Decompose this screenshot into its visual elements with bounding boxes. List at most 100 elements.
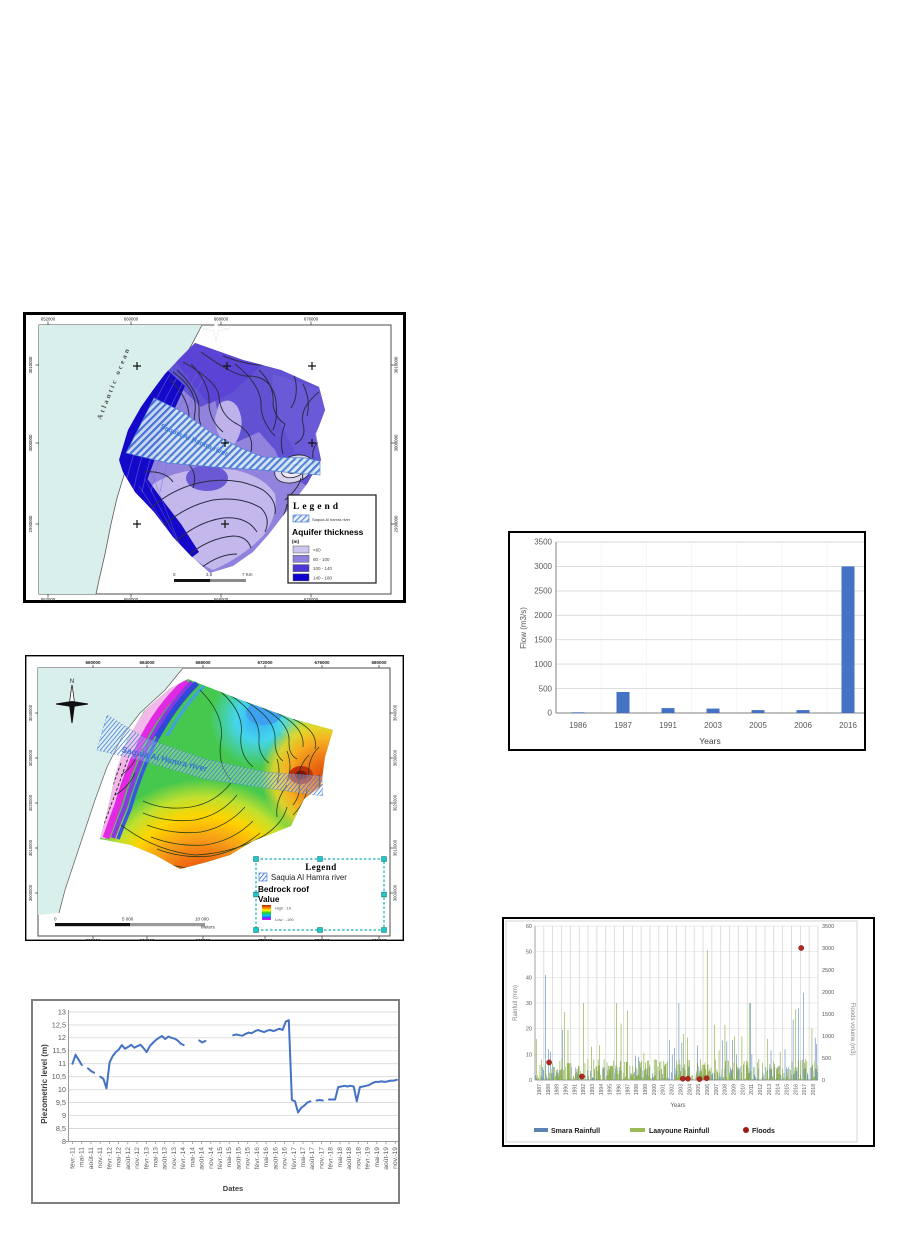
svg-text:août-15: août-15 (236, 1147, 243, 1170)
svg-text:2008: 2008 (723, 1084, 729, 1095)
svg-text:2990000: 2990000 (28, 515, 33, 532)
svg-text:Saquia Al hamra river: Saquia Al hamra river (312, 517, 351, 522)
svg-text:mai-13: mai-13 (153, 1147, 160, 1168)
svg-text:0: 0 (529, 1078, 532, 1084)
svg-text:Meters: Meters (201, 925, 216, 930)
svg-text:3000: 3000 (822, 946, 834, 952)
svg-text:févr.-11: févr.-11 (70, 1147, 77, 1169)
svg-text:668000: 668000 (214, 597, 229, 602)
svg-text:N: N (70, 678, 75, 685)
svg-text:1000: 1000 (534, 660, 552, 669)
svg-text:668000: 668000 (214, 317, 229, 322)
svg-text:1000: 1000 (822, 1034, 834, 1040)
svg-text:High : 16: High : 16 (275, 906, 292, 911)
svg-text:1500: 1500 (822, 1012, 834, 1018)
svg-text:Low : -190: Low : -190 (275, 917, 294, 922)
svg-text:2016: 2016 (839, 721, 857, 730)
svg-text:2005: 2005 (696, 1084, 702, 1095)
svg-text:3040000: 3040000 (28, 704, 33, 721)
svg-text:févr.-13: févr.-13 (143, 1147, 150, 1170)
svg-text:Legend: Legend (305, 862, 337, 872)
svg-text:1998: 1998 (634, 1084, 640, 1095)
svg-text:2003: 2003 (678, 1084, 684, 1095)
svg-text:3010000: 3010000 (394, 356, 399, 373)
svg-text:Saquia Al Hamra river: Saquia Al Hamra river (271, 873, 347, 882)
svg-text:652000: 652000 (41, 597, 56, 602)
svg-text:2013: 2013 (767, 1084, 773, 1095)
svg-text:0: 0 (173, 572, 176, 577)
svg-text:3010000: 3010000 (393, 839, 398, 856)
svg-text:676000: 676000 (314, 660, 330, 665)
svg-text:Value: Value (258, 895, 280, 904)
svg-text:févr.-17: févr.-17 (291, 1147, 298, 1170)
svg-text:2007: 2007 (714, 1084, 720, 1095)
svg-text:0: 0 (548, 709, 553, 718)
svg-text:1997: 1997 (625, 1084, 631, 1095)
svg-text:12,5: 12,5 (52, 1020, 66, 1029)
svg-text:10: 10 (526, 1052, 532, 1058)
svg-text:3020000: 3020000 (393, 794, 398, 811)
svg-text:8,5: 8,5 (56, 1124, 66, 1133)
svg-text:60 - 100: 60 - 100 (313, 557, 330, 562)
svg-text:3500: 3500 (534, 538, 552, 547)
svg-text:1994: 1994 (599, 1084, 605, 1095)
svg-text:<60: <60 (313, 548, 321, 553)
svg-text:2000: 2000 (534, 611, 552, 620)
svg-text:2011: 2011 (749, 1084, 755, 1095)
svg-text:100 - 140: 100 - 140 (313, 566, 333, 571)
svg-text:672000: 672000 (257, 938, 273, 941)
svg-text:672000: 672000 (257, 660, 273, 665)
svg-text:févr.-19: févr.-19 (365, 1147, 372, 1170)
svg-text:2990000: 2990000 (394, 515, 399, 532)
svg-text:Years: Years (670, 1103, 685, 1109)
svg-text:9: 9 (62, 1111, 66, 1120)
svg-text:676000: 676000 (304, 317, 319, 322)
svg-text:1991: 1991 (659, 721, 677, 730)
svg-text:2000: 2000 (822, 990, 834, 996)
svg-text:août-19: août-19 (383, 1147, 390, 1170)
svg-text:nov.-13: nov.-13 (171, 1147, 178, 1169)
svg-text:2018: 2018 (811, 1084, 817, 1095)
svg-text:nov.-19: nov.-19 (392, 1147, 398, 1169)
svg-text:660000: 660000 (124, 317, 139, 322)
svg-text:1995: 1995 (608, 1084, 614, 1095)
svg-text:2003: 2003 (704, 721, 722, 730)
svg-text:3000000: 3000000 (394, 434, 399, 451)
svg-text:2014: 2014 (776, 1084, 782, 1095)
svg-text:nov.-17: nov.-17 (318, 1147, 325, 1169)
svg-text:févr.-16: févr.-16 (254, 1147, 261, 1170)
svg-text:août-13: août-13 (162, 1147, 169, 1170)
svg-text:1500: 1500 (534, 635, 552, 644)
svg-text:680000: 680000 (371, 660, 387, 665)
svg-text:3010000: 3010000 (28, 356, 33, 373)
svg-text:1990: 1990 (564, 1084, 570, 1095)
svg-text:3500: 3500 (822, 924, 834, 930)
svg-text:40: 40 (526, 975, 532, 981)
svg-text:3020000: 3020000 (28, 794, 33, 811)
svg-text:1987: 1987 (537, 1084, 543, 1095)
svg-text:févr.-14: févr.-14 (180, 1147, 187, 1170)
svg-text:Legend: Legend (293, 502, 341, 512)
svg-text:Piezometric level (m): Piezometric level (m) (40, 1044, 49, 1124)
svg-text:660000: 660000 (85, 660, 101, 665)
svg-text:1987: 1987 (614, 721, 632, 730)
svg-text:mai-11: mai-11 (79, 1147, 86, 1167)
svg-text:Years: Years (699, 736, 720, 746)
svg-text:Flow (m3/s): Flow (m3/s) (519, 607, 528, 649)
svg-text:30: 30 (526, 1001, 532, 1007)
svg-text:3030000: 3030000 (393, 749, 398, 766)
svg-text:mai-18: mai-18 (337, 1147, 344, 1168)
svg-text:nov.-12: nov.-12 (134, 1147, 141, 1169)
svg-text:2006: 2006 (794, 721, 812, 730)
svg-text:Bedrock roof: Bedrock roof (258, 885, 309, 894)
svg-text:2009: 2009 (732, 1084, 738, 1095)
svg-text:août-12: août-12 (125, 1147, 132, 1170)
svg-text:2001: 2001 (661, 1084, 667, 1095)
svg-text:août-11: août-11 (88, 1147, 95, 1169)
svg-text:3030000: 3030000 (28, 749, 33, 766)
svg-text:1996: 1996 (617, 1084, 623, 1095)
svg-text:août-17: août-17 (309, 1147, 316, 1170)
svg-text:mai-16: mai-16 (263, 1147, 270, 1168)
svg-text:1989: 1989 (555, 1084, 561, 1095)
svg-text:664000: 664000 (139, 660, 155, 665)
